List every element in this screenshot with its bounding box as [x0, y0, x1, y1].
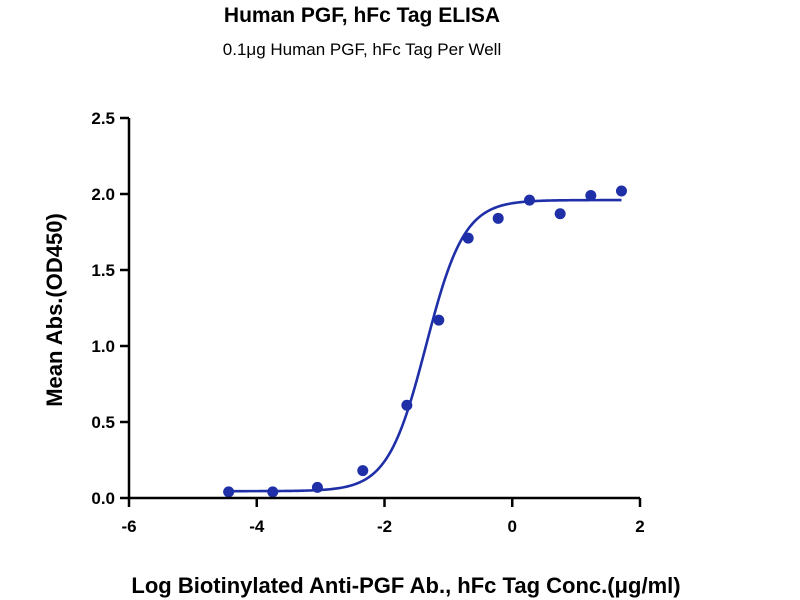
data-point: [585, 190, 597, 202]
x-axis: -6 -4 -2 0 2: [121, 496, 645, 536]
data-point: [523, 194, 535, 206]
x-tick-label: 2: [635, 517, 644, 536]
y-tick-label: 0.5: [91, 413, 115, 432]
x-tick-label: -6: [121, 517, 136, 536]
y-tick-label: 0.0: [91, 489, 115, 508]
data-point: [554, 208, 566, 220]
y-tick-label: 2.5: [91, 109, 115, 128]
data-point: [492, 212, 504, 224]
y-tick-label: 1.5: [91, 261, 115, 280]
data-point: [267, 486, 279, 498]
x-tick-label: -2: [377, 517, 392, 536]
data-point: [462, 232, 474, 244]
y-axis: 0.0 0.5 1.0 1.5 2.0 2.5: [91, 109, 131, 508]
x-tick-label: 0: [508, 517, 517, 536]
y-axis-label: Mean Abs.(OD450): [42, 213, 67, 407]
y-tick-label: 1.0: [91, 337, 115, 356]
chart-title: Human PGF, hFc Tag ELISA: [224, 4, 500, 27]
data-point: [223, 486, 235, 498]
data-point: [433, 314, 445, 326]
data-point: [311, 481, 323, 493]
data-point: [615, 185, 627, 197]
fit-curve: [228, 198, 622, 493]
x-tick-label: -4: [249, 517, 265, 536]
y-tick-label: 2.0: [91, 185, 115, 204]
data-point: [401, 399, 413, 411]
x-axis-label: Log Biotinylated Anti-PGF Ab., hFc Tag C…: [131, 573, 680, 598]
data-point: [357, 465, 369, 477]
chart-subtitle: 0.1μg Human PGF, hFc Tag Per Well: [223, 40, 501, 59]
plot-area: [223, 185, 627, 498]
